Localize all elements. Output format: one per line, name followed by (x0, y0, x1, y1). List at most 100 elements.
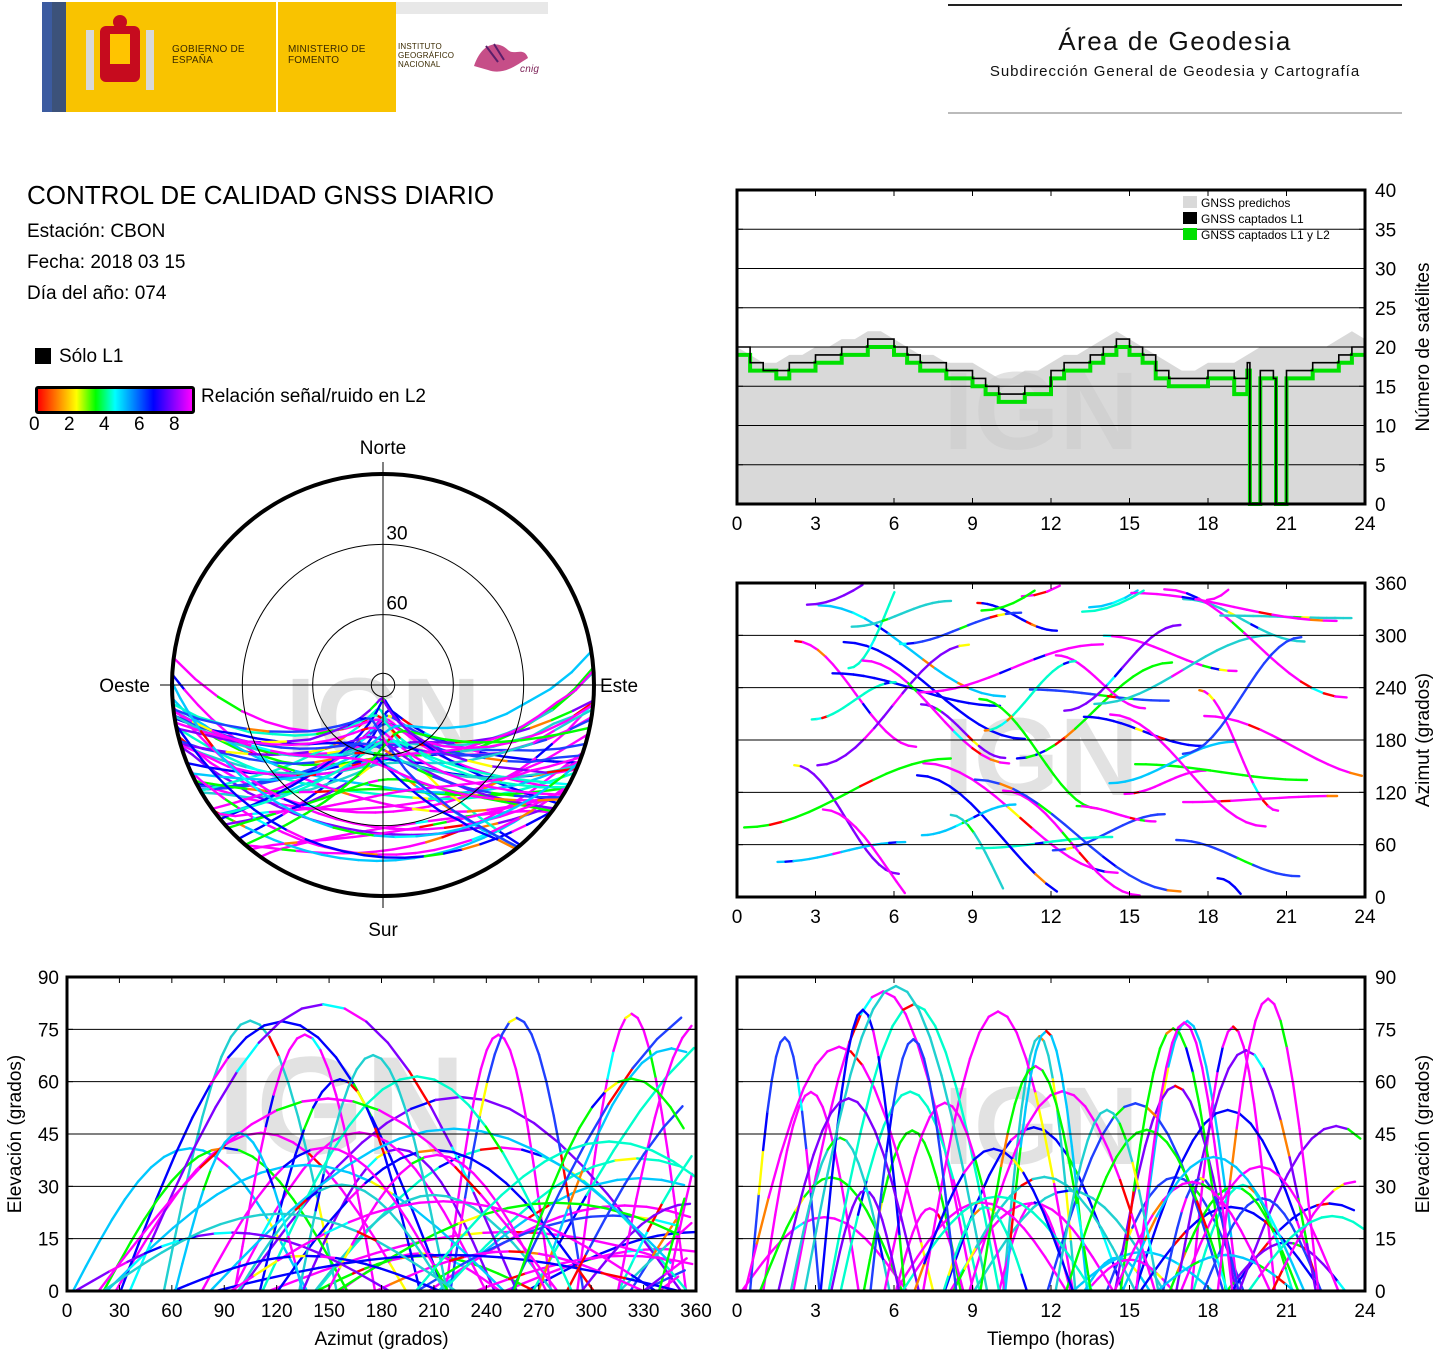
skyplot-track-segment (334, 817, 355, 825)
elevation-time-track-segment (1217, 1139, 1227, 1189)
elevation-azimuth-track-segment (501, 1151, 522, 1185)
elevation-time-track-segment (1343, 1180, 1357, 1186)
skyplot-track-segment (502, 755, 530, 761)
elevation-time-track-segment (761, 1110, 769, 1152)
elevation-time-track-segment (1112, 1112, 1122, 1125)
skyplot-track-segment (545, 781, 571, 786)
azimuth-track-segment (958, 792, 973, 805)
elevation-time-track-segment (873, 1086, 888, 1120)
elevation-azimuth-track-segment (523, 1020, 533, 1036)
skyplot-tracks: IGN (172, 650, 594, 863)
azimuth-track-segment (998, 756, 1007, 760)
skyplot-track-segment (286, 772, 309, 776)
elevation-azimuth-track-segment (240, 1277, 269, 1286)
elevation-azimuth-track-segment (287, 1235, 297, 1265)
elevation-azimuth-track-segment (379, 1267, 397, 1275)
azimuth-track-segment (1251, 863, 1263, 870)
azimuth-track-segment (1230, 799, 1243, 802)
elevation-time-track-segment (923, 1235, 936, 1265)
elevation-time-track-segment (1185, 1175, 1199, 1203)
skyplot-track-segment (337, 809, 359, 814)
elevation-azimuth-track-segment (655, 1047, 673, 1054)
skyplot-track-segment (303, 849, 324, 856)
skyplot-track-segment (292, 761, 315, 765)
azimuth-track-segment (930, 689, 945, 693)
elevation-azimuth-track-segment (545, 1080, 555, 1117)
elevation-azimuth-track-segment (664, 1203, 680, 1211)
y-tick-label: 30 (38, 1177, 59, 1198)
skyplot-track-segment (324, 837, 341, 842)
elevation-time-track-segment (1248, 1193, 1260, 1206)
elevation-azimuth-track-segment (504, 1217, 529, 1236)
elevation-time-track-segment (1255, 1249, 1266, 1258)
skyplot-track-segment (367, 744, 377, 752)
skyplot-track-segment (401, 747, 416, 758)
elevation-azimuth-track-segment (596, 1103, 614, 1137)
skyplot-track-segment (343, 741, 354, 745)
skyplot-track-segment (307, 797, 324, 805)
x-tick-label: 18 (1197, 514, 1218, 535)
azimuth-track-segment (1262, 776, 1277, 780)
elevation-time-track-segment (1270, 1242, 1281, 1248)
skyplot-track-segment (265, 823, 289, 837)
elevation-azimuth-track-segment (429, 1166, 443, 1184)
azimuth-track-segment (915, 774, 929, 778)
elevation-time-track-segment (774, 1179, 783, 1217)
elevation-time-track-segment (1198, 1104, 1208, 1147)
skyplot-track-segment (271, 732, 297, 737)
elevation-time-track-segment (824, 1182, 833, 1238)
skyplot-track-segment (511, 742, 534, 751)
elevation-azimuth-track-segment (643, 1080, 659, 1093)
elevation-time-track-segment (896, 1154, 911, 1199)
elevation-time-track-segment (901, 1271, 916, 1293)
skyplot-track-segment (264, 720, 290, 730)
skyplot-track-segment (375, 848, 395, 853)
skyplot-track-segment (462, 767, 484, 775)
elevation-time-track-segment (889, 1251, 897, 1273)
elevation-azimuth-track-segment (337, 1222, 360, 1234)
elevation-time-track-segment (1008, 1197, 1023, 1205)
azimuth-track-segment (1142, 592, 1159, 596)
elevation-time-track-segment (1145, 1071, 1155, 1107)
skyplot-track-segment (267, 784, 294, 799)
elevation-time-track-segment (1043, 1255, 1058, 1275)
elevation-azimuth-track-segment (233, 1245, 244, 1293)
azimuth-track-segment (1070, 706, 1081, 712)
elevation-time-track-segment (1262, 1244, 1273, 1252)
skyplot-track-segment (500, 800, 520, 806)
skyplot-track-segment (373, 752, 385, 757)
skyplot-track-segment (529, 803, 556, 810)
azimuth-track-segment (841, 672, 855, 676)
elevation-azimuth-track-segment (389, 1276, 407, 1286)
elevation-time-track-segment (795, 1231, 805, 1263)
elevation-time-track-segment (1042, 1207, 1050, 1219)
area-geodesia-box: Área de Geodesia Subdirección General de… (948, 4, 1402, 114)
elevation-time-track-segment (984, 1251, 1000, 1273)
skyplot-track-segment (481, 771, 505, 779)
elevation-time-track-segment (1115, 1140, 1128, 1159)
skyplot-track-segment (442, 764, 467, 775)
skyplot-track-segment (281, 776, 305, 789)
skyplot-track-segment (268, 846, 284, 851)
elevation-time-track-segment (1207, 1099, 1216, 1144)
elevation-azimuth-track-segment (201, 1272, 219, 1281)
skyplot-track-segment (188, 713, 203, 733)
elevation-time-track-segment (826, 1120, 841, 1176)
elevation-time-track-segment (1060, 1073, 1069, 1109)
skyplot-track-segment (516, 803, 536, 812)
skyplot-track-segment (359, 829, 379, 835)
azimuth-track-segment (1033, 590, 1049, 597)
elevation-time-track-segment (1095, 1175, 1108, 1203)
azimuth-track-segment (1282, 873, 1293, 878)
azimuth-track-segment (916, 691, 928, 704)
elevation-azimuth-track-segment (126, 1252, 147, 1264)
elevation-azimuth-track-segment (282, 1154, 299, 1168)
elevation-time-track-segment (1288, 1156, 1300, 1201)
azimuth-track-segment (1202, 744, 1213, 749)
elevation-azimuth-track-segment (213, 1231, 234, 1235)
skyplot-track-segment (488, 740, 517, 748)
azimuth-track-segment (1045, 584, 1061, 593)
elevation-azimuth-track-segment (442, 1210, 459, 1239)
skyplot-track-segment (394, 755, 407, 771)
elevation-time-track-segment (786, 1216, 798, 1255)
